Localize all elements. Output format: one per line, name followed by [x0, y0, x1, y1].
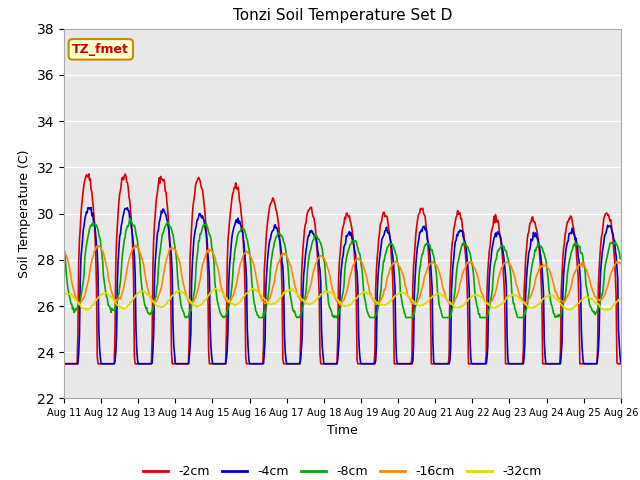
-2cm: [389, 274, 397, 280]
Line: -32cm: -32cm: [64, 288, 621, 310]
-8cm: [184, 314, 191, 320]
-8cm: [445, 315, 452, 321]
-16cm: [60, 248, 68, 254]
Legend: -2cm, -4cm, -8cm, -16cm, -32cm: -2cm, -4cm, -8cm, -16cm, -32cm: [138, 460, 547, 480]
-16cm: [132, 242, 140, 248]
-2cm: [444, 361, 451, 367]
Title: Tonzi Soil Temperature Set D: Tonzi Soil Temperature Set D: [233, 9, 452, 24]
-4cm: [389, 252, 397, 258]
-4cm: [207, 344, 215, 349]
-4cm: [183, 361, 191, 367]
-8cm: [126, 215, 134, 221]
Y-axis label: Soil Temperature (C): Soil Temperature (C): [18, 149, 31, 278]
-16cm: [183, 294, 191, 300]
X-axis label: Time: Time: [327, 424, 358, 437]
-32cm: [206, 290, 214, 296]
-16cm: [390, 260, 397, 266]
-32cm: [568, 307, 575, 313]
-16cm: [207, 248, 215, 253]
-4cm: [617, 360, 625, 366]
-2cm: [60, 361, 68, 367]
-4cm: [335, 346, 342, 351]
-32cm: [444, 297, 451, 302]
Line: -2cm: -2cm: [64, 174, 621, 364]
-2cm: [566, 213, 574, 219]
-16cm: [335, 300, 342, 306]
Line: -16cm: -16cm: [64, 245, 621, 305]
-4cm: [566, 230, 574, 236]
-8cm: [208, 244, 216, 250]
-16cm: [617, 261, 625, 266]
-32cm: [389, 296, 397, 301]
-16cm: [568, 283, 575, 289]
-2cm: [335, 278, 342, 284]
Line: -4cm: -4cm: [64, 208, 621, 364]
-4cm: [87, 205, 95, 211]
Line: -8cm: -8cm: [64, 218, 621, 318]
-16cm: [445, 300, 452, 305]
-4cm: [444, 361, 451, 367]
-8cm: [182, 315, 189, 321]
-2cm: [85, 171, 93, 177]
-32cm: [335, 298, 342, 303]
-8cm: [617, 256, 625, 262]
-8cm: [390, 244, 397, 250]
-32cm: [212, 286, 220, 291]
-32cm: [60, 292, 68, 298]
-8cm: [568, 250, 575, 255]
-2cm: [207, 361, 215, 367]
-32cm: [182, 292, 190, 298]
-4cm: [60, 361, 68, 367]
-2cm: [617, 361, 625, 367]
-8cm: [60, 246, 68, 252]
-2cm: [183, 361, 191, 367]
-8cm: [335, 306, 343, 312]
-32cm: [617, 295, 625, 301]
-32cm: [566, 306, 574, 312]
-16cm: [336, 302, 344, 308]
Text: TZ_fmet: TZ_fmet: [72, 43, 129, 56]
